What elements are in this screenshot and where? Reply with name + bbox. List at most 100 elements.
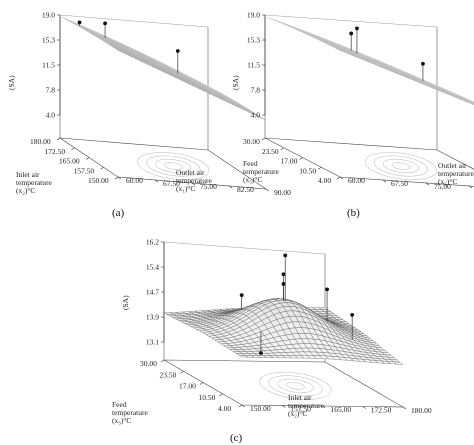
p1-x-tick-mark <box>154 179 159 183</box>
p1-x-tick-mark <box>228 185 233 189</box>
panel-b: 4.0 7.8 11.5 15.3 19.0 (SA) 60.00 67.50 75.00 82.… <box>231 11 474 191</box>
p2-top-edge <box>264 14 438 28</box>
p3-y-tick-label: 10.50 <box>199 393 216 402</box>
p2-data-point <box>349 31 354 36</box>
p2-y-tick-mark <box>336 176 341 180</box>
p3-x-tick-mark <box>282 405 286 408</box>
p1-y-tick-mark <box>114 176 119 180</box>
p3-y-tick-mark <box>199 382 204 385</box>
p2-contour-2 <box>382 158 419 174</box>
p2-y-tick-mark <box>299 157 303 160</box>
p3-contour-1 <box>286 382 305 390</box>
p2-contour-1 <box>391 162 411 170</box>
p1-x-tick-label: 82.50 <box>237 185 254 194</box>
p1-y-tick-mark <box>56 137 61 141</box>
p2-y-tick-mark <box>280 147 284 150</box>
p3-data-point <box>281 272 286 277</box>
p1-x-tick-mark <box>117 176 122 180</box>
p3-y-axis-label: Feed <box>112 400 127 409</box>
p2-z-tick-label: 4.0 <box>251 111 261 120</box>
p1-z-axis-label: (SA) <box>7 75 16 90</box>
p1-z-tick-label: 11.5 <box>42 61 55 70</box>
p2-y-tick-mark <box>318 167 322 170</box>
p2-y-tick-mark <box>261 137 266 141</box>
p3-y-tick-mark <box>180 371 184 374</box>
p3-data-point <box>259 351 263 355</box>
p2-floor <box>264 137 474 187</box>
p1-y-tick-mark <box>100 167 104 170</box>
p3-z-axis-label: (SA) <box>121 295 130 310</box>
p2-z-tick-label: 19.0 <box>247 11 260 20</box>
panel-label-c: (c) <box>230 432 243 444</box>
p1-x-axis-label: Outlet air <box>176 168 205 177</box>
p3-x-tick-mark <box>322 405 326 409</box>
panel-c: 13.1 13.9 14.7 15.4 16.2 (SA) 150.00 157.50 165.… <box>112 238 432 426</box>
p3-z-tick-label: 15.4 <box>146 263 159 272</box>
p3-data-point <box>281 282 286 286</box>
p1-contour-1 <box>164 162 183 170</box>
p2-x-axis-label: Outlet air <box>438 161 467 170</box>
p2-x-axis-label: (x₁)°C <box>438 177 457 186</box>
p3-top-edge <box>163 241 326 255</box>
p1-y-tick-mark <box>71 147 75 150</box>
p2-x-axis-label: temperature <box>438 169 474 178</box>
p3-x-tick-label: 172.50 <box>371 406 392 415</box>
p1-y-axis-label: (x₂)°C <box>16 186 35 195</box>
p3-x-axis-label: temperature <box>288 401 324 410</box>
p2-x-tick-label: 75.00 <box>434 182 451 191</box>
p2-y-tick-label: 4.00 <box>318 176 331 185</box>
panel-label-a: (a) <box>112 207 125 219</box>
p3-y-tick-mark <box>219 393 223 396</box>
p2-x-tick-label: 60.00 <box>348 176 365 185</box>
p1-y-axis-label: temperature <box>16 178 52 187</box>
p3-x-tick-label: 157.50 <box>290 405 311 414</box>
p1-x-axis-label: temperature <box>176 176 212 185</box>
p3-y-axis-label: (x₃)°C <box>112 416 131 425</box>
p1-contour-4 <box>137 152 210 180</box>
p2-y-tick-label: 17.00 <box>281 157 298 166</box>
p2-z-tick-label: 15.3 <box>247 36 260 45</box>
p3-x-tick-mark <box>362 406 366 409</box>
p1-surface-patch <box>257 116 267 121</box>
p2-x-tick-label: 67.50 <box>391 179 408 188</box>
p3-z-tick-label: 13.1 <box>146 338 159 347</box>
p3-y-tick-label: 17.00 <box>179 382 196 391</box>
p2-y-axis-label: temperature <box>243 167 279 176</box>
p3-data-point <box>325 287 329 292</box>
p2-contour-4 <box>364 152 437 180</box>
p1-z-tick-label: 7.8 <box>46 86 56 95</box>
p1-y-tick-label: 172.50 <box>45 147 66 156</box>
p3-contour-4 <box>259 371 332 400</box>
p2-data-point <box>421 61 425 66</box>
p2-z-tick-label: 11.5 <box>247 61 260 70</box>
p3-data-point <box>350 312 355 317</box>
p3-y-tick-label: 4.00 <box>218 404 231 413</box>
p1-z-tick-label: 19.0 <box>42 11 55 20</box>
p3-y-axis-label: temperature <box>112 408 148 417</box>
p3-data-point <box>283 253 288 258</box>
p1-x-tick-mark <box>265 188 270 192</box>
p1-contour-3 <box>146 155 201 177</box>
p3-y-tick-label: 30.00 <box>140 359 157 368</box>
panel-label-b: (b) <box>347 207 360 219</box>
p1-surface <box>59 16 267 121</box>
p3-x-tick-label: 150.00 <box>250 404 271 413</box>
p1-x-tick-label: 67.50 <box>163 179 180 188</box>
p3-data-point <box>239 293 244 298</box>
p3-surface-patch <box>393 361 404 365</box>
p1-z-tick-label: 15.3 <box>42 36 55 45</box>
p2-data-point <box>355 26 359 31</box>
p2-surface <box>264 16 474 106</box>
p1-data-point <box>175 49 180 53</box>
p3-contour-3 <box>268 375 323 397</box>
p2-x-tick-mark <box>339 176 344 180</box>
p1-x-tick-mark <box>191 182 196 186</box>
p3-y-tick-mark <box>160 359 165 363</box>
p1-y-tick-label: 180.00 <box>30 137 51 146</box>
p2-x-tick-mark <box>468 185 473 189</box>
p3-z-tick-label: 16.2 <box>146 238 159 247</box>
p1-x-axis-label: (x₁)°C <box>176 184 195 193</box>
p3-contour-2 <box>277 378 314 393</box>
p3-y-tick-mark <box>238 404 243 408</box>
